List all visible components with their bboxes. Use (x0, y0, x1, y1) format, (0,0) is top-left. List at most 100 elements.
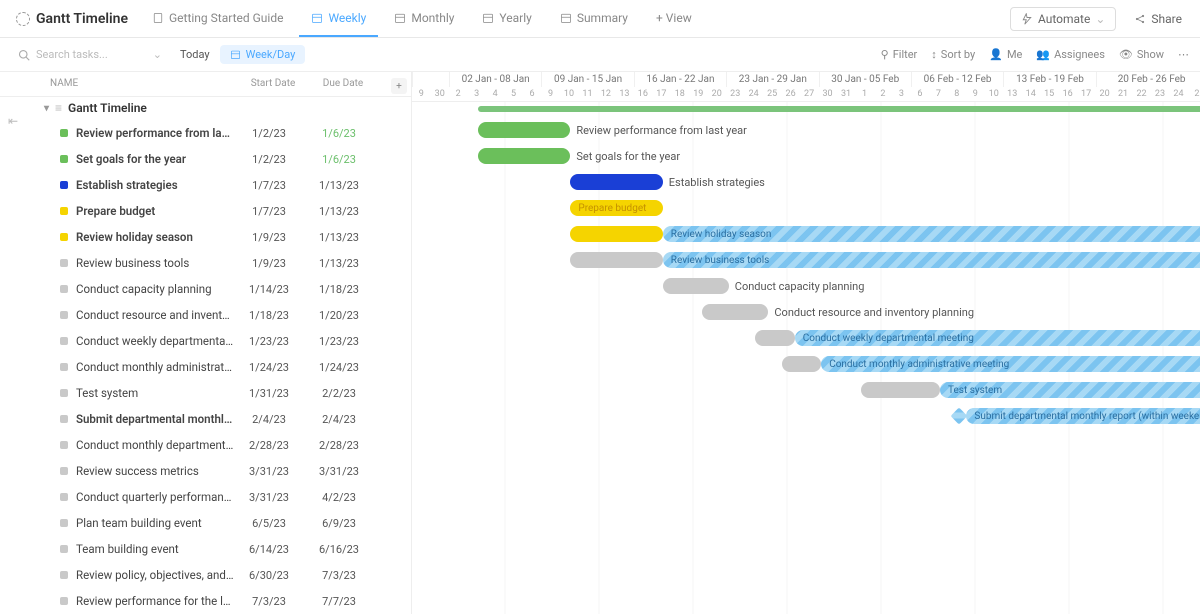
day-header: 17 (1077, 87, 1095, 102)
day-header: 9 (412, 87, 430, 102)
status-dot (60, 129, 68, 137)
people-icon: 👥 (1036, 48, 1050, 61)
status-dot (60, 571, 68, 579)
day-header: 4 (486, 87, 504, 102)
task-due: 4/2/23 (304, 491, 374, 504)
task-start: 1/2/23 (234, 153, 304, 166)
gantt-body[interactable]: Review performance from last year Set goa… (412, 102, 1200, 614)
task-due: 1/13/23 (304, 205, 374, 218)
today-button[interactable]: Today (180, 48, 210, 61)
day-header: 25 (763, 87, 781, 102)
view-tab-yearly[interactable]: Yearly (470, 0, 543, 37)
gantt-bar-delay[interactable]: Conduct weekly departmental meeting (795, 330, 1200, 346)
task-row[interactable]: Conduct monthly departmental m...2/28/23… (0, 432, 411, 458)
filter-icon: ⚲ (881, 48, 889, 61)
gantt-bar[interactable] (782, 356, 822, 372)
task-due: 2/28/23 (304, 439, 374, 452)
task-row[interactable]: Set goals for the year1/2/231/6/23 (0, 146, 411, 172)
day-header: 3 (467, 87, 485, 102)
group-row[interactable]: ▾ ≡ Gantt Timeline (0, 97, 411, 120)
task-row[interactable]: Team building event6/14/236/16/23 (0, 536, 411, 562)
status-dot (60, 207, 68, 215)
col-due[interactable]: Due Date (308, 78, 378, 89)
status-dot (60, 389, 68, 397)
gantt-bar[interactable]: Prepare budget (570, 200, 662, 216)
task-start: 1/31/23 (234, 387, 304, 400)
task-due: 3/31/23 (304, 465, 374, 478)
task-name: Review performance from last year (76, 126, 234, 140)
filter-button[interactable]: ⚲Filter (881, 48, 918, 61)
task-row[interactable]: Review business tools1/9/231/13/23 (0, 250, 411, 276)
day-header: 12 (597, 87, 615, 102)
week-header: 13 Feb - 19 Feb (1003, 72, 1095, 87)
view-tab-getting-started-guide[interactable]: Getting Started Guide (140, 0, 295, 37)
week-header: 16 Jan - 22 Jan (634, 72, 726, 87)
view-tab-summary[interactable]: Summary (548, 0, 640, 37)
task-row[interactable]: Plan team building event6/5/236/9/23 (0, 510, 411, 536)
assignees-button[interactable]: 👥Assignees (1036, 48, 1105, 61)
sortby-button[interactable]: ↕Sort by (931, 48, 975, 61)
gantt-bar[interactable] (478, 148, 570, 164)
task-row[interactable]: Conduct weekly departmental me...1/23/23… (0, 328, 411, 354)
col-name[interactable]: NAME (50, 78, 238, 89)
search-input[interactable]: Search tasks... ⌄ (10, 45, 170, 64)
task-row[interactable]: Conduct capacity planning1/14/231/18/23 (0, 276, 411, 302)
more-icon[interactable]: ⋯ (1178, 48, 1190, 61)
task-start: 1/7/23 (234, 205, 304, 218)
gantt-bar[interactable] (755, 330, 795, 346)
task-row[interactable]: Establish strategies1/7/231/13/23 (0, 172, 411, 198)
gantt-bar-label: Set goals for the year (576, 150, 680, 163)
add-column-button[interactable]: + (391, 78, 407, 94)
gantt-bar-label: Review performance from last year (576, 124, 746, 137)
gantt-bar[interactable] (570, 252, 662, 268)
filter-bar: Search tasks... ⌄ Today Week/Day ⚲Filter… (0, 38, 1200, 72)
day-header: 30 (430, 87, 448, 102)
gantt-bar-delay[interactable]: Submit departmental monthly report (with… (966, 408, 1200, 424)
milestone[interactable] (951, 408, 968, 425)
summary-bar[interactable] (478, 106, 1200, 112)
task-row[interactable]: Submit departmental monthly re...2/4/232… (0, 406, 411, 432)
collapse-icon[interactable]: ⇤ (8, 114, 18, 128)
gantt-bar[interactable] (478, 122, 570, 138)
calendar-icon (482, 12, 494, 24)
status-dot (60, 285, 68, 293)
task-row[interactable]: Review performance for the last 6 ...7/3… (0, 588, 411, 614)
add-view-tab[interactable]: + View (644, 0, 704, 37)
weekday-toggle[interactable]: Week/Day (220, 45, 306, 64)
day-header: 10 (560, 87, 578, 102)
share-button[interactable]: Share (1124, 8, 1192, 30)
gantt-bar-delay[interactable]: Review business tools (663, 252, 1200, 268)
gantt-bar-delay[interactable]: Review holiday season (663, 226, 1200, 242)
automate-button[interactable]: Automate ⌄ (1010, 7, 1116, 31)
task-start: 6/30/23 (234, 569, 304, 582)
view-tab-monthly[interactable]: Monthly (382, 0, 466, 37)
gantt-bar[interactable] (861, 382, 940, 398)
gantt-bar[interactable] (663, 278, 729, 294)
task-row[interactable]: Review policy, objectives, and busi...6/… (0, 562, 411, 588)
gantt-bar[interactable] (570, 174, 662, 190)
gantt-bar[interactable] (702, 304, 768, 320)
eye-icon: 👁 (1119, 48, 1133, 61)
status-dot (60, 311, 68, 319)
week-header: 23 Jan - 29 Jan (726, 72, 818, 87)
day-header: 19 (689, 87, 707, 102)
gantt-bar-delay[interactable]: Conduct monthly administrative meeting (821, 356, 1200, 372)
task-row[interactable]: Review holiday season1/9/231/13/23 (0, 224, 411, 250)
task-row[interactable]: Prepare budget1/7/231/13/23 (0, 198, 411, 224)
task-row[interactable]: Conduct monthly administrative m...1/24/… (0, 354, 411, 380)
task-start: 3/31/23 (234, 491, 304, 504)
task-row[interactable]: Test system1/31/232/2/23 (0, 380, 411, 406)
task-row[interactable]: Review performance from last year1/2/231… (0, 120, 411, 146)
task-row[interactable]: Conduct quarterly performance m...3/31/2… (0, 484, 411, 510)
gantt-bar[interactable] (570, 226, 662, 242)
day-header: 2 (874, 87, 892, 102)
gantt-bar-delay[interactable]: Test system (940, 382, 1200, 398)
me-button[interactable]: 👤Me (989, 48, 1022, 61)
task-row[interactable]: Conduct resource and inventory pl...1/18… (0, 302, 411, 328)
bolt-icon (1021, 13, 1033, 25)
col-start[interactable]: Start Date (238, 78, 308, 89)
task-row[interactable]: Review success metrics3/31/233/31/23 (0, 458, 411, 484)
view-tab-weekly[interactable]: Weekly (299, 0, 378, 37)
show-button[interactable]: 👁Show (1119, 48, 1164, 61)
day-header: 27 (800, 87, 818, 102)
